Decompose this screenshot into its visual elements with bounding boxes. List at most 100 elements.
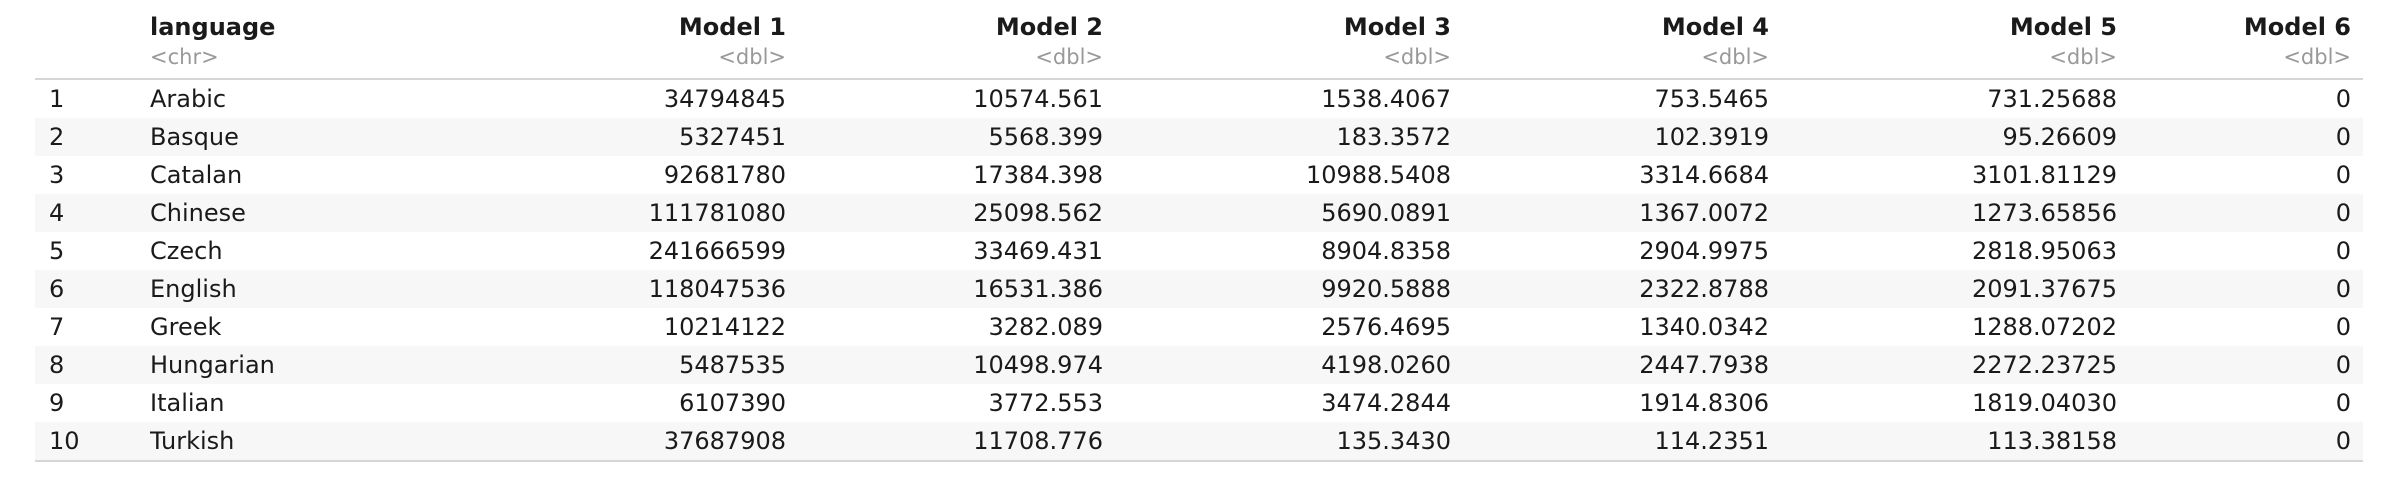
value-cell: 0: [2335, 389, 2351, 417]
table-row: 9 Italian 6107390 3772.553 3474.2844 1914.830…: [35, 384, 2363, 422]
column-header: Model 3 <dbl>: [1115, 12, 1463, 80]
row-index-cell: 10: [35, 422, 150, 462]
value-cell: 10214122: [663, 313, 786, 341]
column-type: <dbl>: [1383, 45, 1451, 69]
value-cell: 135.3430: [1115, 422, 1463, 462]
language-cell: Italian: [150, 389, 225, 417]
value-cell: 753.5465: [1654, 85, 1769, 113]
value-cell: 6107390: [679, 389, 786, 417]
column-header: Model 2 <dbl>: [798, 12, 1115, 80]
value-cell: 3772.553: [988, 389, 1103, 417]
row-index-cell: 1: [49, 85, 65, 113]
value-cell: 16531.386: [798, 270, 1115, 308]
value-cell: 1340.0342: [1639, 313, 1769, 341]
value-cell: 11708.776: [798, 422, 1115, 462]
column-type: <dbl>: [718, 45, 786, 69]
table-header-row: language <chr> Model 1 <dbl> Model 2 <dbl> Mod…: [35, 12, 2363, 80]
column-name: Model 2: [995, 13, 1103, 41]
language-cell: English: [150, 270, 350, 308]
column-header: language <chr>: [150, 12, 350, 80]
value-cell: 92681780: [663, 161, 786, 189]
value-cell: 0: [2335, 161, 2351, 189]
value-cell: 25098.562: [798, 194, 1115, 232]
value-cell: 1819.04030: [1971, 389, 2117, 417]
value-cell: 241666599: [648, 237, 786, 265]
language-cell: Czech: [150, 237, 223, 265]
value-cell: 3474.2844: [1321, 389, 1451, 417]
value-cell: 17384.398: [973, 161, 1103, 189]
column-header-index: [35, 12, 150, 80]
row-index-cell: 8: [35, 346, 150, 384]
value-cell: 114.2351: [1463, 422, 1781, 462]
value-cell: 111781080: [350, 194, 798, 232]
value-cell: 1914.8306: [1639, 389, 1769, 417]
table-row: 7 Greek 10214122 3282.089 2576.4695 1340.0342…: [35, 308, 2363, 346]
value-cell: 2904.9975: [1639, 237, 1769, 265]
language-cell: Greek: [150, 313, 222, 341]
value-cell: 8904.8358: [1321, 237, 1451, 265]
table-row: 8 Hungarian 5487535 10498.974 4198.0260 2447.…: [35, 346, 2363, 384]
value-cell: 731.25688: [1987, 85, 2117, 113]
row-index-cell: 5: [49, 237, 65, 265]
column-type: <dbl>: [2283, 45, 2351, 69]
column-type: <dbl>: [1701, 45, 1769, 69]
column-name: [35, 12, 138, 42]
value-cell: 0: [2129, 118, 2363, 156]
value-cell: 2322.8788: [1463, 270, 1781, 308]
language-cell: Chinese: [150, 194, 350, 232]
language-cell: Turkish: [150, 422, 350, 462]
column-type: <dbl>: [2049, 45, 2117, 69]
data-table: language <chr> Model 1 <dbl> Model 2 <dbl> Mod…: [35, 12, 2363, 462]
column-name: Model 5: [2009, 13, 2117, 41]
value-cell: 1538.4067: [1321, 85, 1451, 113]
value-cell: 2576.4695: [1321, 313, 1451, 341]
value-cell: 10498.974: [798, 346, 1115, 384]
value-cell: 5568.399: [798, 118, 1115, 156]
column-type: <dbl>: [1035, 45, 1103, 69]
column-name: language: [150, 13, 276, 41]
value-cell: 37687908: [350, 422, 798, 462]
value-cell: 5487535: [350, 346, 798, 384]
column-type: [35, 42, 138, 78]
column-name: Model 1: [678, 13, 786, 41]
value-cell: 3101.81129: [1971, 161, 2117, 189]
value-cell: 4198.0260: [1115, 346, 1463, 384]
value-cell: 183.3572: [1115, 118, 1463, 156]
value-cell: 5690.0891: [1115, 194, 1463, 232]
row-index-cell: 3: [49, 161, 65, 189]
value-cell: 0: [2129, 346, 2363, 384]
value-cell: 34794845: [663, 85, 786, 113]
data-table-container: language <chr> Model 1 <dbl> Model 2 <dbl> Mod…: [35, 12, 2363, 462]
value-cell: 9920.5888: [1115, 270, 1463, 308]
value-cell: 3314.6684: [1639, 161, 1769, 189]
table-row: 1 Arabic 34794845 10574.561 1538.4067 753.546…: [35, 79, 2363, 118]
value-cell: 10988.5408: [1305, 161, 1451, 189]
value-cell: 113.38158: [1781, 422, 2129, 462]
language-cell: Basque: [150, 118, 350, 156]
table-row: 3 Catalan 92681780 17384.398 10988.5408 3314.…: [35, 156, 2363, 194]
value-cell: 33469.431: [973, 237, 1103, 265]
row-index-cell: 4: [35, 194, 150, 232]
column-type: <chr>: [150, 45, 219, 69]
table-row: 4 Chinese 111781080 25098.562 5690.0891 1367.…: [35, 194, 2363, 232]
table-body: 1 Arabic 34794845 10574.561 1538.4067 753.546…: [35, 79, 2363, 462]
value-cell: 2447.7938: [1463, 346, 1781, 384]
value-cell: 3282.089: [988, 313, 1103, 341]
value-cell: 10574.561: [973, 85, 1103, 113]
value-cell: 2272.23725: [1781, 346, 2129, 384]
value-cell: 1367.0072: [1463, 194, 1781, 232]
value-cell: 95.26609: [1781, 118, 2129, 156]
value-cell: 5327451: [350, 118, 798, 156]
row-index-cell: 7: [49, 313, 65, 341]
value-cell: 0: [2335, 313, 2351, 341]
row-index-cell: 6: [35, 270, 150, 308]
value-cell: 1288.07202: [1971, 313, 2117, 341]
column-name: Model 6: [2243, 13, 2351, 41]
value-cell: 102.3919: [1463, 118, 1781, 156]
row-index-cell: 2: [35, 118, 150, 156]
language-cell: Catalan: [150, 161, 243, 189]
language-cell: Hungarian: [150, 346, 350, 384]
table-row: 6 English 118047536 16531.386 9920.5888 2322.…: [35, 270, 2363, 308]
table-row: 2 Basque 5327451 5568.399 183.3572 102.3919 95…: [35, 118, 2363, 156]
column-header: Model 4 <dbl>: [1463, 12, 1781, 80]
